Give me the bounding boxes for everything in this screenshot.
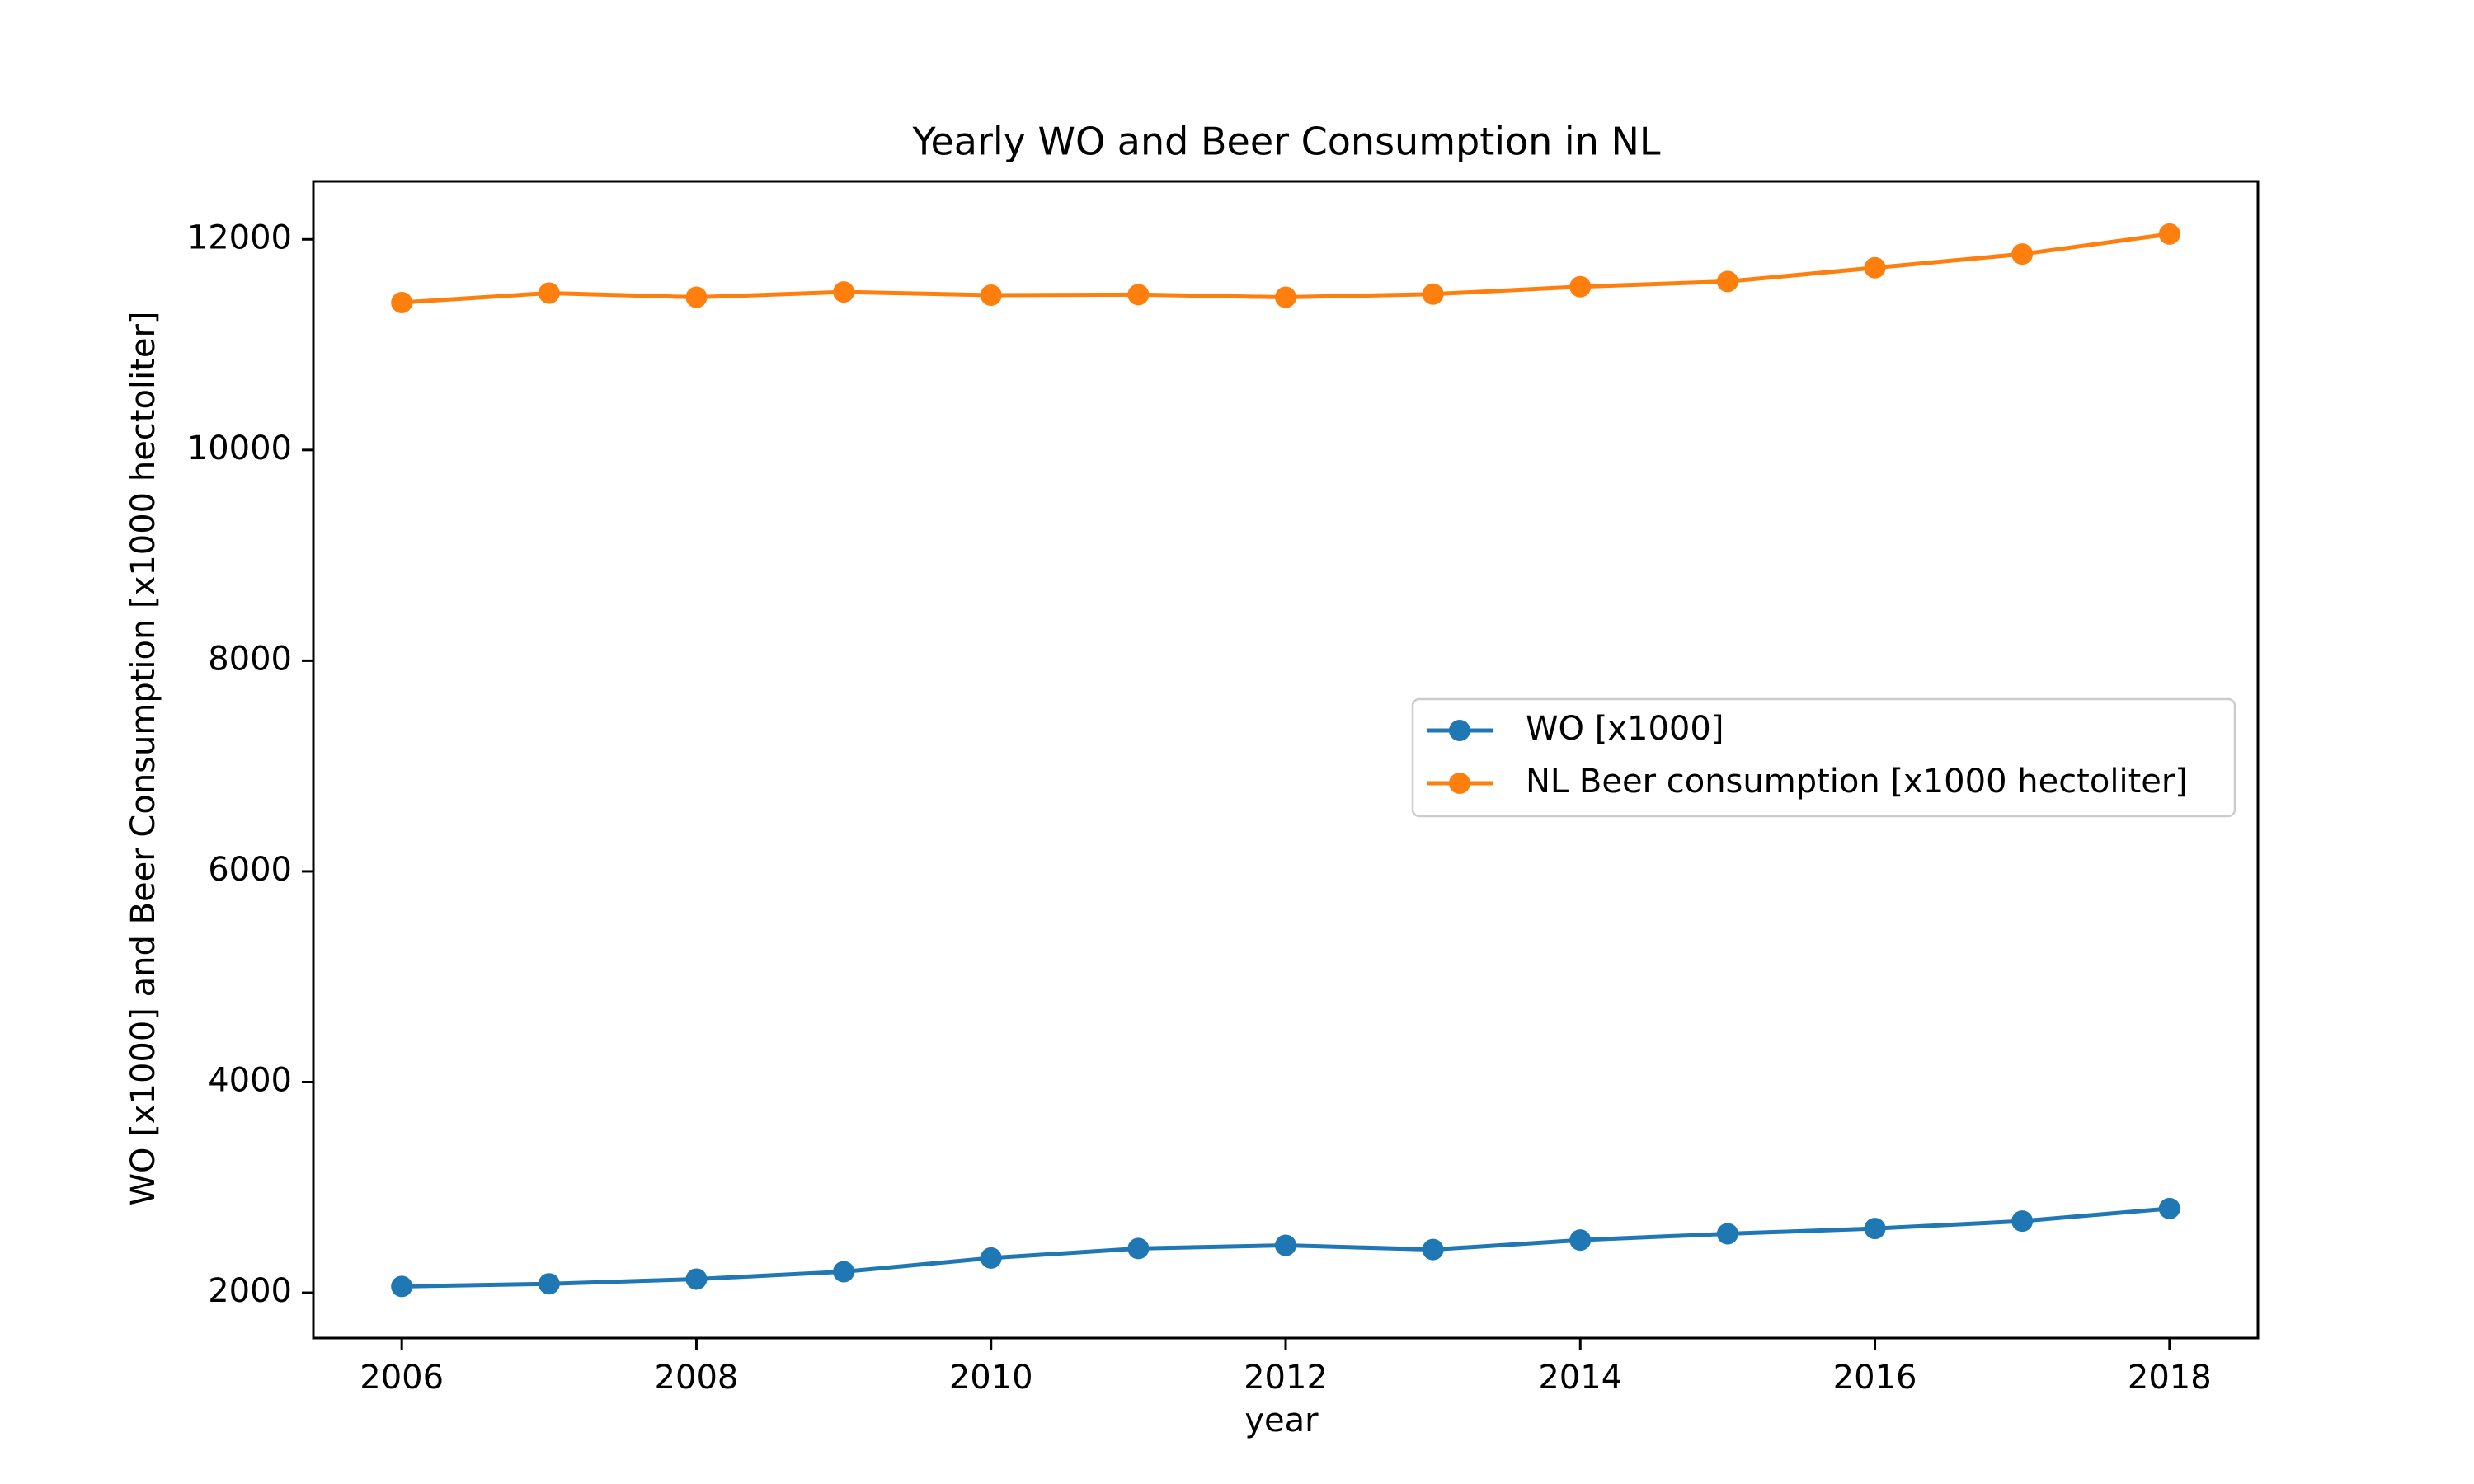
data-point [833,1261,855,1283]
y-tick-label: 10000 [187,430,292,467]
x-tick-label: 2016 [1833,1359,1917,1397]
data-point [1864,256,1886,279]
data-point [2011,243,2034,265]
x-tick-label: 2012 [1244,1359,1328,1397]
data-point [2158,223,2180,245]
legend: WO [x1000] NL Beer consumption [x1000 he… [1411,697,2236,818]
data-point [1716,270,1738,293]
data-point [538,1273,560,1295]
data-point [685,286,708,308]
series-0 [391,1197,2180,1298]
axis-ticks: 2006 2008 2010 2012 2014 2016 2018 2000 4000 6000… [187,218,2212,1397]
legend-marker-wo [1449,720,1470,741]
y-tick-label: 4000 [208,1062,292,1100]
data-point [1422,283,1444,305]
legend-label-beer: NL Beer consumption [x1000 hectoliter] [1526,763,2188,801]
data-point [1422,1238,1444,1261]
data-point [980,284,1002,306]
data-point [1127,1237,1150,1260]
data-point [980,1247,1002,1269]
y-axis-label: WO [x1000] and Beer Consumption [x1000 h… [125,311,162,1205]
data-point [2158,1197,2180,1219]
data-point [1716,1223,1738,1245]
data-point [1864,1218,1886,1240]
data-point [1569,1229,1592,1252]
data-point [391,1275,413,1298]
data-point [1569,275,1592,298]
series-1 [391,223,2180,313]
chart-title: Yearly WO and Beer Consumption in NL [911,120,1660,164]
legend-box [1411,697,2236,818]
data-point [1275,286,1296,308]
data-point [2011,1210,2034,1233]
data-point [391,291,413,313]
data-point [1127,284,1150,306]
data-point [833,281,855,303]
legend-entry-beer: NL Beer consumption [x1000 hectoliter] [1427,763,2188,801]
x-tick-label: 2014 [1538,1359,1622,1397]
data-point [685,1268,708,1290]
y-tick-label: 2000 [208,1272,292,1310]
y-tick-label: 8000 [208,640,292,678]
data-point [538,282,560,304]
plot-area [391,223,2180,1298]
y-tick-label: 6000 [208,851,292,889]
legend-label-wo: WO [x1000] [1526,710,1724,748]
x-tick-label: 2006 [360,1359,444,1397]
data-point [1275,1234,1296,1256]
x-tick-label: 2008 [655,1359,739,1397]
y-tick-label: 12000 [187,218,292,256]
legend-marker-beer [1449,773,1470,794]
x-tick-label: 2018 [2128,1359,2212,1397]
x-tick-label: 2010 [949,1359,1033,1397]
legend-entry-wo: WO [x1000] [1427,710,1724,748]
x-axis-label: year [1244,1402,1319,1439]
